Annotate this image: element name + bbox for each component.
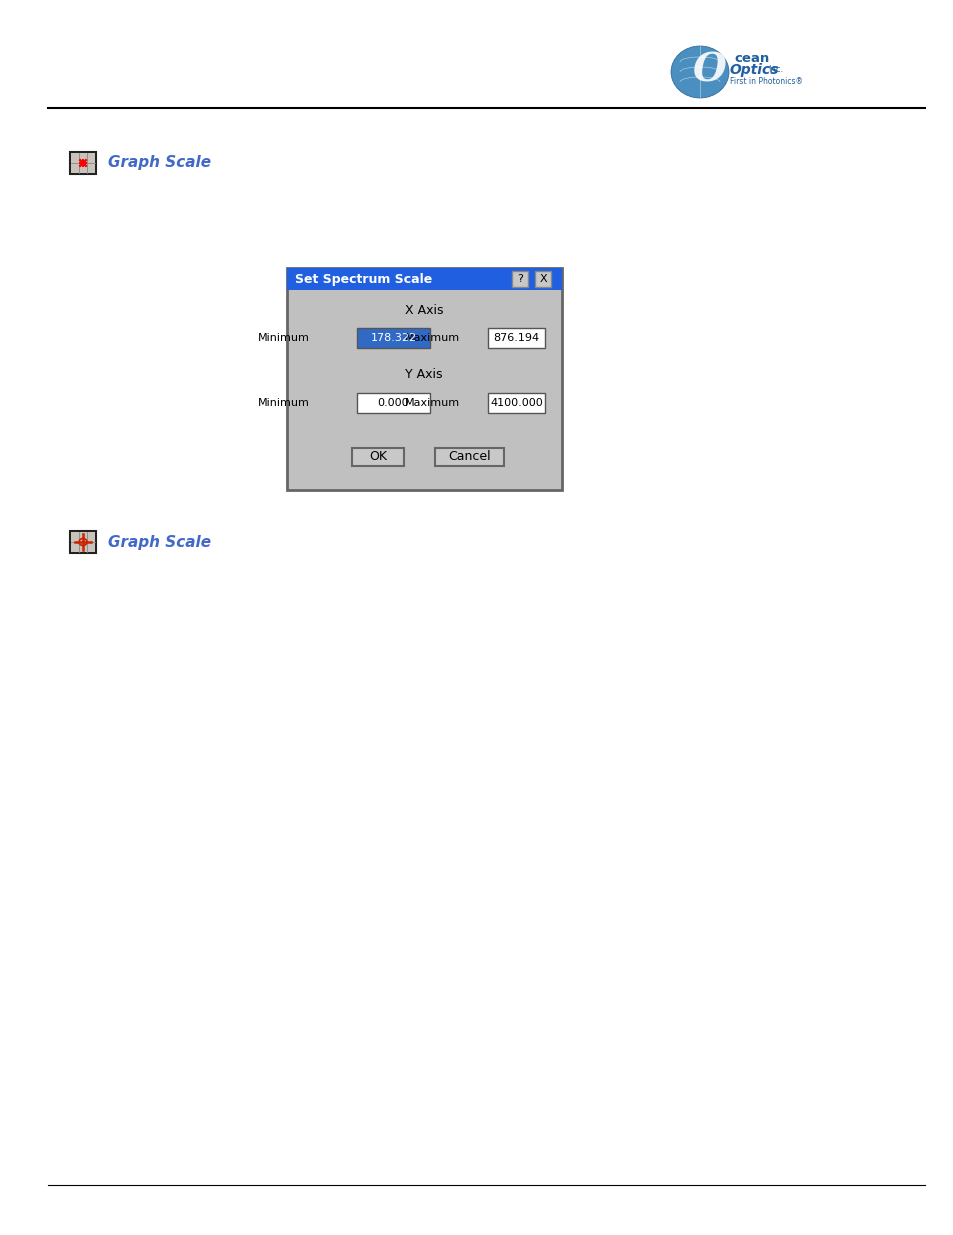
Text: Maximum: Maximum: [404, 398, 459, 408]
Bar: [512, 270, 527, 287]
Text: First in Photonics®: First in Photonics®: [729, 78, 802, 86]
Text: Optics: Optics: [729, 63, 779, 77]
Bar: [287, 268, 561, 290]
Text: O: O: [692, 51, 726, 89]
Text: Minimum: Minimum: [258, 398, 310, 408]
Bar: [70, 531, 96, 553]
Bar: [435, 448, 503, 466]
Text: 876.194: 876.194: [493, 333, 539, 343]
Text: 4100.000: 4100.000: [490, 398, 542, 408]
Text: 0.000: 0.000: [377, 398, 409, 408]
Text: Graph Scale: Graph Scale: [108, 535, 211, 550]
Bar: [356, 329, 430, 348]
Bar: [488, 329, 544, 348]
Bar: [356, 393, 430, 412]
Bar: [352, 448, 403, 466]
Text: 178.322: 178.322: [370, 333, 416, 343]
Text: Graph Scale: Graph Scale: [108, 156, 211, 170]
Text: X: X: [538, 274, 546, 284]
Bar: [71, 532, 95, 552]
Bar: [488, 393, 544, 412]
Text: Y Axis: Y Axis: [405, 368, 442, 382]
Text: Cancel: Cancel: [448, 451, 490, 463]
Bar: [71, 153, 95, 173]
Text: X Axis: X Axis: [404, 304, 443, 316]
Text: Inc.: Inc.: [767, 65, 782, 74]
Text: Minimum: Minimum: [258, 333, 310, 343]
Ellipse shape: [670, 46, 728, 98]
Text: Set Spectrum Scale: Set Spectrum Scale: [294, 273, 432, 285]
Bar: [70, 152, 96, 174]
Text: ?: ?: [517, 274, 522, 284]
Text: OK: OK: [369, 451, 387, 463]
Text: Maximum: Maximum: [404, 333, 459, 343]
Bar: [535, 270, 551, 287]
Bar: [287, 268, 561, 490]
Text: cean: cean: [733, 52, 768, 64]
